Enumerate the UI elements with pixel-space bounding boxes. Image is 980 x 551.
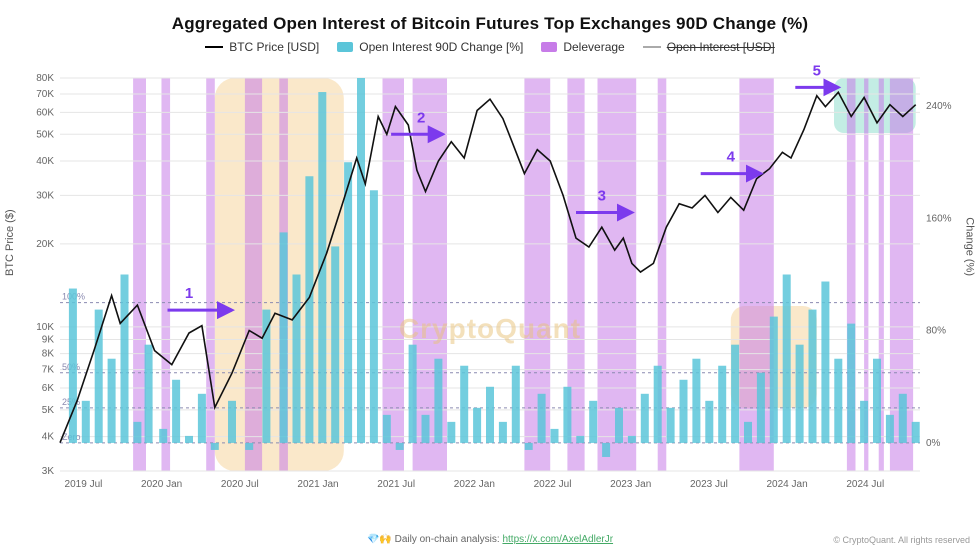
y-right-ticks: 0% 80% 160% 240% — [926, 101, 952, 449]
svg-text:7K: 7K — [42, 365, 55, 376]
svg-text:70K: 70K — [36, 89, 54, 100]
y-axis-right-label: Change (%) — [964, 217, 976, 276]
footer-link[interactable]: https://x.com/AxelAdlerJr — [502, 534, 613, 545]
plot-svg: Zero25%50%100% CryptoQuant 12345 3K4K5K6… — [60, 78, 920, 491]
svg-text:9K: 9K — [42, 335, 55, 346]
svg-text:30K: 30K — [36, 190, 54, 201]
legend-item: Open Interest 90D Change [%] — [337, 40, 523, 54]
legend-item: BTC Price [USD] — [205, 40, 319, 54]
svg-text:1: 1 — [185, 285, 193, 302]
svg-text:20K: 20K — [36, 239, 54, 250]
svg-text:60K: 60K — [36, 107, 54, 118]
svg-text:240%: 240% — [926, 101, 952, 112]
svg-text:2021 Jul: 2021 Jul — [377, 479, 415, 490]
svg-text:2023 Jan: 2023 Jan — [610, 479, 651, 490]
svg-text:2024 Jul: 2024 Jul — [846, 479, 884, 490]
svg-text:0%: 0% — [926, 438, 941, 449]
svg-text:2024 Jan: 2024 Jan — [767, 479, 808, 490]
chart-title: Aggregated Open Interest of Bitcoin Futu… — [0, 0, 980, 34]
svg-text:8K: 8K — [42, 349, 55, 360]
svg-text:5: 5 — [813, 62, 821, 79]
footer-text: 💎🙌 Daily on-chain analysis: — [367, 534, 503, 545]
svg-text:5K: 5K — [42, 405, 55, 416]
legend-item: Deleverage — [541, 40, 624, 54]
svg-text:2022 Jan: 2022 Jan — [454, 479, 495, 490]
svg-text:160%: 160% — [926, 213, 952, 224]
svg-text:4K: 4K — [42, 432, 55, 443]
svg-text:2023 Jul: 2023 Jul — [690, 479, 728, 490]
svg-text:80%: 80% — [926, 326, 946, 337]
svg-text:2021 Jan: 2021 Jan — [297, 479, 338, 490]
svg-text:3K: 3K — [42, 466, 55, 477]
svg-text:3: 3 — [598, 188, 606, 205]
legend: BTC Price [USD] Open Interest 90D Change … — [0, 40, 980, 54]
svg-text:2019 Jul: 2019 Jul — [65, 479, 103, 490]
svg-text:50K: 50K — [36, 129, 54, 140]
svg-text:2: 2 — [417, 109, 425, 126]
svg-text:2020 Jul: 2020 Jul — [221, 479, 259, 490]
svg-text:80K: 80K — [36, 73, 54, 84]
chart-container: Aggregated Open Interest of Bitcoin Futu… — [0, 0, 980, 551]
svg-text:2020 Jan: 2020 Jan — [141, 479, 182, 490]
legend-item: Open Interest [USD] — [643, 40, 775, 54]
copyright: © CryptoQuant. All rights reserved — [833, 535, 970, 545]
plot-area: Zero25%50%100% CryptoQuant 12345 3K4K5K6… — [60, 78, 920, 491]
svg-text:40K: 40K — [36, 156, 54, 167]
svg-text:2022 Jul: 2022 Jul — [534, 479, 572, 490]
x-ticks: 2019 Jul 2020 Jan 2020 Jul 2021 Jan 2021 Jul… — [65, 479, 885, 490]
svg-text:10K: 10K — [36, 322, 54, 333]
watermark: CryptoQuant — [399, 313, 581, 344]
svg-text:6K: 6K — [42, 383, 55, 394]
svg-text:4: 4 — [727, 149, 736, 166]
y-left-ticks: 3K 4K 5K 6K 7K 8K 9K 10K 20K 30K 40K 50K 60K 70K 80K — [36, 73, 54, 477]
y-axis-left-label: BTC Price ($) — [4, 209, 16, 276]
